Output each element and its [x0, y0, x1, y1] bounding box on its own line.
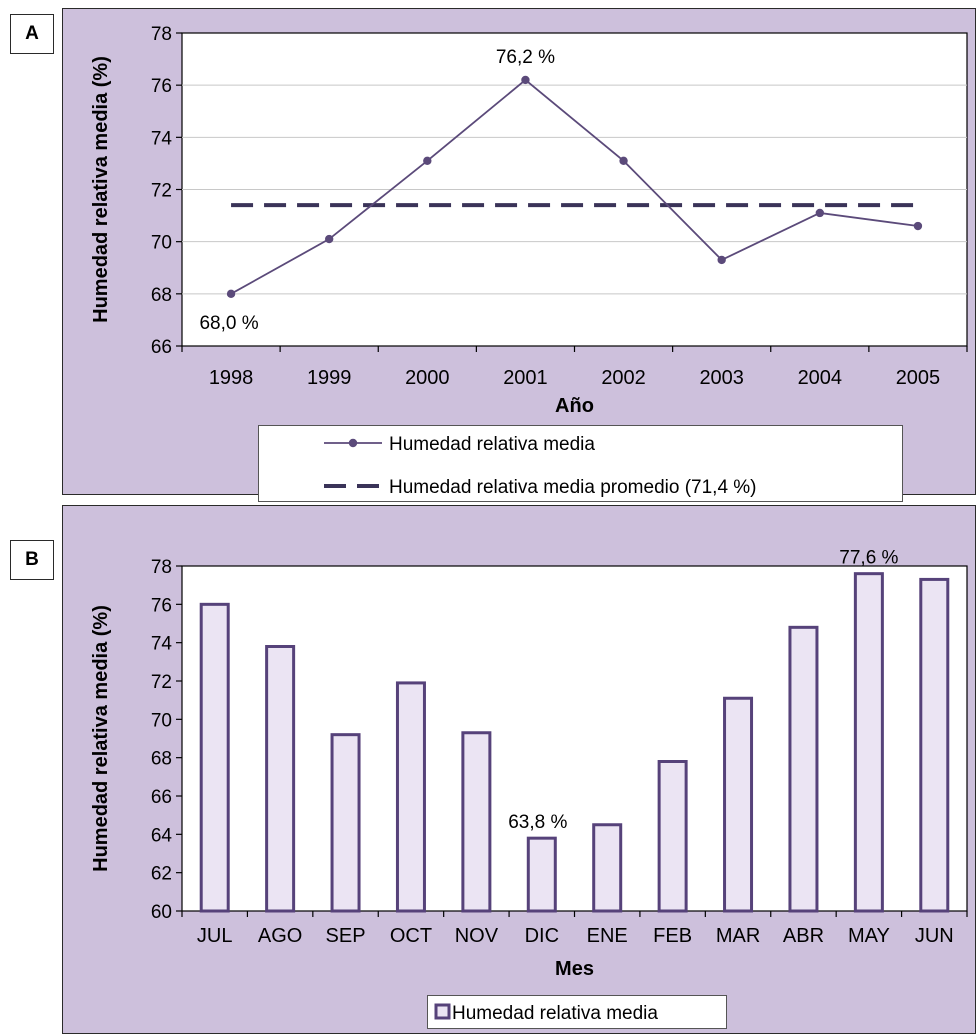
chart-b-x-tick-label: AGO [258, 925, 302, 947]
chart-b-x-tick-label: NOV [455, 925, 499, 947]
chart-b-x-tick-label: MAR [716, 925, 760, 947]
chart-b-x-tick-label: OCT [390, 925, 432, 947]
chart-b-x-tick-label: FEB [653, 925, 692, 947]
chart-b-bar [919, 577, 950, 913]
chart-b-plot-area [181, 565, 968, 912]
chart-b-y-tick-label: 74 [151, 634, 173, 655]
chart-a-x-tick-label: 1999 [307, 367, 352, 389]
chart-b-x-tick-label: SEP [326, 925, 366, 947]
chart-b-legend-label: Humedad relativa media [452, 1003, 658, 1024]
chart-b-bar [723, 696, 754, 913]
chart-b-x-axis-title: Mes [555, 958, 594, 980]
chart-a-x-axis-title: Año [555, 395, 594, 417]
chart-a-legend-label: Humedad relativa media [389, 434, 595, 455]
chart-a-data-point [815, 208, 825, 218]
chart-b-y-tick-label: 76 [151, 595, 172, 616]
chart-a-y-tick-label: 74 [151, 128, 173, 149]
chart-a-x-tick-label: 1998 [209, 367, 254, 389]
chart-a-x-tick-label: 2001 [503, 367, 548, 389]
chart-b-bar [657, 760, 688, 913]
chart-b-y-tick-label: 64 [151, 825, 173, 846]
chart-a-data-point [913, 221, 923, 231]
chart-a-x-tick-label: 2002 [601, 367, 646, 389]
chart-b-bar [788, 625, 819, 913]
chart-b-x-tick-label: JUN [915, 925, 954, 947]
panel-b-label: B [10, 540, 54, 580]
chart-a-y-tick-label: 78 [151, 24, 172, 45]
chart-b-y-tick-label: 62 [151, 864, 172, 885]
chart-b-bar [395, 681, 426, 913]
chart-a-data-point [717, 255, 726, 265]
chart-a-series-line [230, 78, 919, 295]
chart-a-y-tick-label: 68 [151, 285, 172, 306]
chart-b-legend [427, 995, 727, 1029]
chart-b-bar [199, 602, 230, 913]
chart-a-data-point [226, 289, 236, 299]
chart-b-y-tick-label: 72 [151, 672, 172, 693]
chart-b-x-tick-label: DIC [525, 925, 559, 947]
chart-a-y-tick-label: 66 [151, 337, 172, 358]
chart-a-data-point [324, 234, 334, 244]
chart-a-legend [258, 425, 903, 502]
chart-b-bar [330, 733, 361, 913]
chart-a-data-label: 68,0 % [199, 313, 258, 334]
chart-a-data-point [423, 156, 432, 166]
panel-a-label: A [10, 14, 54, 54]
chart-a-y-tick-label: 70 [151, 233, 172, 254]
chart-b-x-tick-label: JUL [197, 925, 233, 947]
chart-b-x-tick-label: ENE [587, 925, 628, 947]
chart-a-x-tick-label: 2003 [699, 367, 744, 389]
chart-a-y-tick-label: 72 [151, 181, 172, 202]
chart-a-x-tick-label: 2004 [798, 367, 843, 389]
chart-b-y-tick-label: 78 [151, 557, 172, 578]
chart-a-legend-label: Humedad relativa media promedio (71,4 %) [389, 477, 757, 498]
chart-a-data-point [521, 75, 530, 85]
chart-a-x-tick-label: 2005 [896, 367, 941, 389]
chart-a-y-tick-label: 76 [151, 76, 172, 97]
chart-b-data-label: 63,8 % [508, 812, 567, 833]
chart-a-data-label: 76,2 % [496, 47, 555, 68]
chart-b-bar [526, 836, 557, 913]
chart-b-bar [592, 823, 623, 913]
chart-a-data-point [619, 156, 628, 166]
chart-b-y-axis-title: Humedad relativa media (%) [90, 605, 112, 872]
chart-b-y-tick-label: 68 [151, 749, 172, 770]
chart-b-x-tick-label: MAY [848, 925, 890, 947]
chart-b-y-tick-label: 70 [151, 710, 172, 731]
chart-b-y-tick-label: 60 [151, 902, 172, 923]
chart-b-x-tick-label: ABR [783, 925, 824, 947]
chart-a-y-axis-title: Humedad relativa media (%) [90, 56, 112, 323]
chart-b-data-label: 77,6 % [839, 548, 898, 569]
chart-a-x-tick-label: 2000 [405, 367, 450, 389]
chart-b-bar [265, 645, 296, 913]
chart-b-bar [853, 572, 884, 913]
chart-b-legend-swatch [434, 1003, 451, 1020]
chart-b-y-tick-label: 66 [151, 787, 172, 808]
chart-b-bar [461, 731, 492, 913]
chart-a-legend-marker [348, 438, 358, 448]
